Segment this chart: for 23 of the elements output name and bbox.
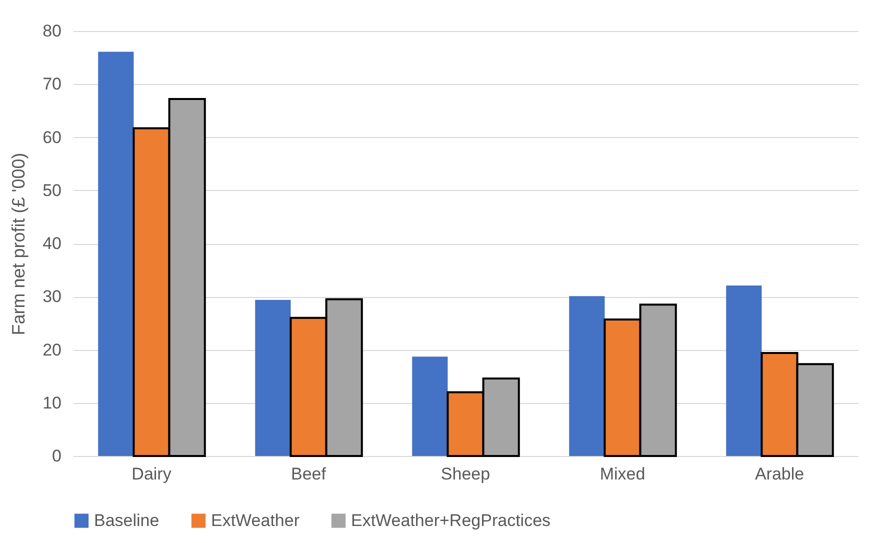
y-tick-label: 60 [42, 128, 62, 147]
y-tick-label: 40 [42, 234, 62, 253]
y-tick-label: 0 [52, 446, 62, 466]
y-tick-label: 80 [42, 22, 62, 40]
x-tick-label: Mixed [600, 464, 646, 484]
bar [98, 52, 134, 456]
y-tick-label: 50 [42, 180, 62, 200]
y-tick-label: 30 [42, 287, 62, 306]
y-axis-title: Farm net profit (£ '000) [8, 152, 29, 336]
legend-label: Baseline [94, 510, 160, 530]
y-tick-label: 70 [42, 74, 62, 94]
x-tick-label: Sheep [440, 464, 490, 484]
y-tick-label: 20 [42, 340, 62, 360]
x-tick-label: Arable [754, 464, 804, 484]
bar [726, 285, 762, 456]
legend-label: ExtWeather+RegPractices [351, 510, 551, 530]
y-tick-label: 10 [42, 393, 62, 412]
bar [255, 300, 291, 456]
legend-label: ExtWeather [211, 510, 300, 530]
bar [569, 296, 605, 456]
bar [412, 356, 448, 456]
x-tick-label: Beef [291, 464, 326, 484]
x-tick-label: Dairy [132, 464, 172, 484]
